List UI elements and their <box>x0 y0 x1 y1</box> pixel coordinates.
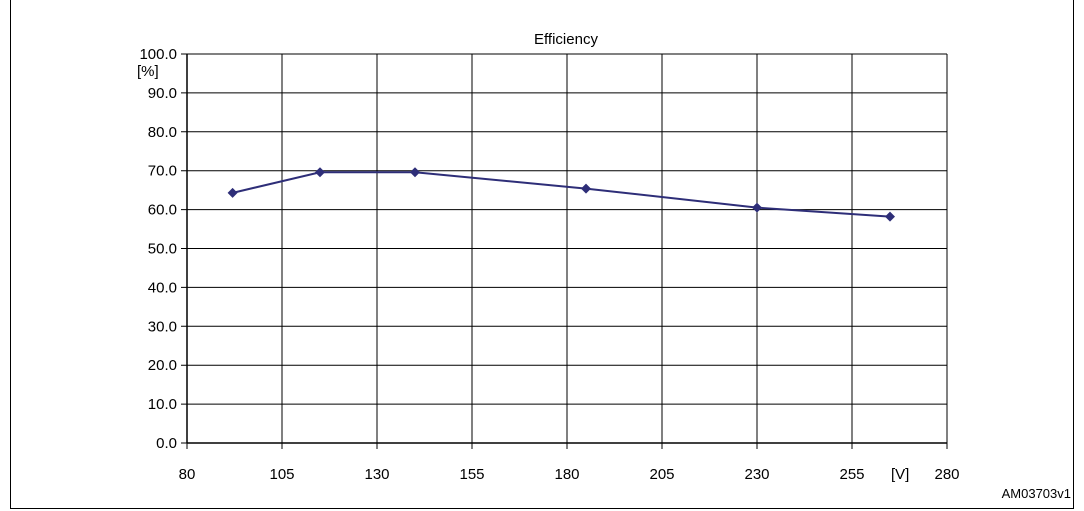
x-tick-label: 130 <box>364 466 389 483</box>
figure-code: AM03703v1 <box>1002 486 1071 501</box>
axes <box>186 54 947 444</box>
x-tick-label: 180 <box>554 466 579 483</box>
y-axis-unit: [%] <box>137 63 159 80</box>
x-tick-label: 155 <box>459 466 484 483</box>
y-tick-label: 20.0 <box>148 357 177 374</box>
data-point <box>315 167 325 178</box>
y-tick-label: 80.0 <box>148 124 177 141</box>
grid <box>181 53 948 449</box>
y-tick-label: 90.0 <box>148 85 177 102</box>
x-tick-label: 230 <box>744 466 769 483</box>
series-line <box>232 171 891 218</box>
data-point <box>227 187 238 198</box>
x-tick-label: 80 <box>179 466 196 483</box>
y-tick-label: 100.0 <box>139 46 177 63</box>
x-tick-label: 205 <box>649 466 674 483</box>
data-point <box>581 183 591 194</box>
efficiency-chart: 0.0 10.0 20.0 30.0 40.0 50.0 60.0 70.0 80.0 90.0 1… <box>137 31 1071 501</box>
y-tick-labels: 0.0 10.0 20.0 30.0 40.0 50.0 60.0 70.0 80.0 90.0 1… <box>139 46 177 452</box>
x-axis-unit: [V] <box>891 466 909 483</box>
data-point <box>410 167 420 178</box>
chart-figure: 0.0 10.0 20.0 30.0 40.0 50.0 60.0 70.0 80.0 90.0 1… <box>10 0 1074 509</box>
data-point <box>752 202 762 213</box>
chart-title: Efficiency <box>534 31 598 48</box>
x-tick-label: 255 <box>839 466 864 483</box>
y-tick-label: 30.0 <box>148 318 177 335</box>
x-tick-label: 280 <box>934 466 959 483</box>
y-tick-label: 40.0 <box>148 279 177 296</box>
y-tick-label: 10.0 <box>148 396 177 413</box>
y-tick-label: 50.0 <box>148 241 177 258</box>
x-tick-label: 105 <box>269 466 294 483</box>
data-point <box>885 211 895 222</box>
y-tick-label: 70.0 <box>148 163 177 180</box>
y-tick-label: 60.0 <box>148 202 177 219</box>
x-tick-labels: 80 105 130 155 180 205 230 255 280 <box>179 466 960 483</box>
series-efficiency <box>227 167 895 222</box>
y-tick-label: 0.0 <box>156 435 177 452</box>
